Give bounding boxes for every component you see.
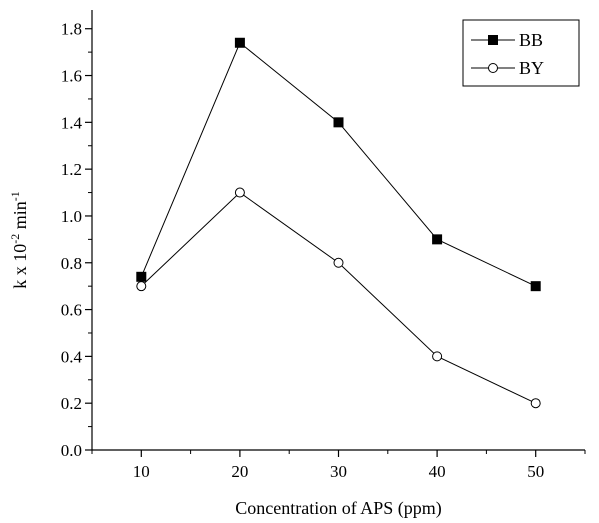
- series-by-point: [432, 351, 443, 362]
- x-tick-label: 10: [133, 462, 150, 481]
- legend-bb-label: BB: [519, 30, 543, 50]
- y-tick-label: 0.0: [61, 441, 82, 460]
- y-axis-ticks: 0.0 0.2 0.4 0.6 0.8 1.0 1.2 1.4 1.6 1.8: [61, 20, 92, 460]
- series-bb-point: [234, 37, 245, 48]
- series-layer: [136, 37, 541, 409]
- legend-by-marker: [488, 63, 498, 73]
- x-axis-title: Concentration of APS (ppm): [235, 498, 441, 519]
- series-by-point: [530, 398, 541, 409]
- y-axis-title-unit: min: [10, 201, 30, 234]
- series-bb-point: [333, 117, 344, 128]
- series-by-point: [333, 257, 344, 268]
- y-tick-label: 0.6: [61, 301, 82, 320]
- y-tick-label: 1.2: [61, 160, 82, 179]
- y-tick-label: 1.4: [61, 113, 83, 132]
- series-by-point: [234, 187, 245, 198]
- x-axis-ticks: 10 20 30 40 50: [91, 450, 586, 481]
- series-by-point: [136, 281, 147, 292]
- series-bb-point: [530, 281, 541, 292]
- x-tick-label: 50: [527, 462, 544, 481]
- x-tick-label: 30: [330, 462, 347, 481]
- series-by-line: [140, 191, 536, 404]
- y-axis-title-unit-exponent: -1: [8, 191, 22, 201]
- y-axis-title: k x 10-2 min-1: [8, 191, 30, 289]
- y-axis-title-base: k x 10: [10, 244, 30, 289]
- legend: BB BY: [462, 19, 580, 87]
- series-bb-point: [432, 234, 443, 245]
- y-tick-label: 0.8: [61, 254, 82, 273]
- series-bb-point: [136, 271, 147, 282]
- legend-box: [462, 19, 580, 87]
- legend-by-label: BY: [519, 58, 544, 78]
- y-tick-label: 0.4: [61, 347, 83, 366]
- y-tick-label: 1.6: [61, 67, 82, 86]
- y-axis-title-exponent: -2: [8, 234, 22, 244]
- y-tick-label: 1.0: [61, 207, 82, 226]
- legend-bb-marker: [488, 35, 498, 45]
- x-tick-label: 20: [231, 462, 248, 481]
- x-tick-label: 40: [429, 462, 446, 481]
- y-tick-label: 1.8: [61, 20, 82, 39]
- plot-area: 10 20 30 40 50 0.0 0.2 0.4 0.6 0.8 1.0 1.2 1.4 1.6 1.…: [61, 10, 586, 481]
- y-tick-label: 0.2: [61, 394, 82, 413]
